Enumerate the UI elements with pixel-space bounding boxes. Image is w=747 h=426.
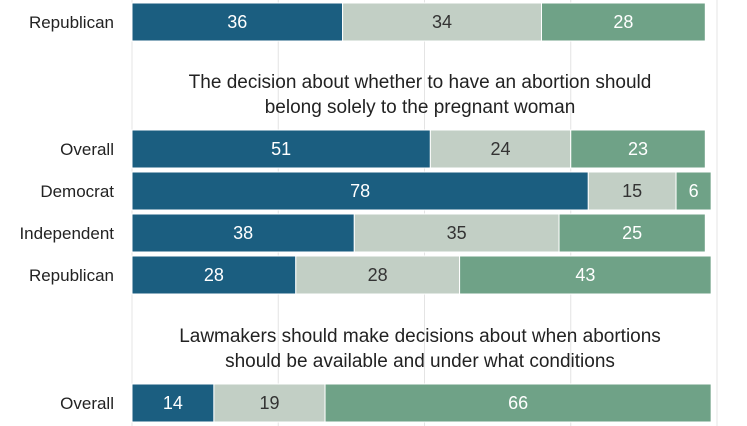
data-label: 51 [271, 139, 291, 159]
data-label: 24 [491, 139, 511, 159]
bar-segment [541, 2, 706, 42]
data-label: 38 [233, 223, 253, 243]
data-label: 35 [447, 223, 467, 243]
category-label: Democrat [40, 182, 114, 201]
bar-segment [131, 383, 215, 423]
bar-segment [558, 213, 706, 253]
bar-row: Republican 36 34 28 [29, 2, 706, 42]
data-label: 78 [350, 181, 370, 201]
bar-segment [324, 383, 712, 423]
panel-2: The decision about whether to have an ab… [19, 72, 712, 295]
bar-segment [131, 2, 344, 42]
data-label: 28 [204, 265, 224, 285]
data-label: 28 [368, 265, 388, 285]
category-label: Overall [60, 394, 114, 413]
bar-segment [131, 255, 297, 295]
data-label: 23 [628, 139, 648, 159]
bar-segment [570, 129, 706, 169]
panel-title-line: Lawmakers should make decisions about wh… [179, 326, 661, 347]
bar-segment [213, 383, 326, 423]
bar-row: Democrat 78 15 6 [40, 171, 712, 211]
data-label: 14 [163, 393, 183, 413]
bar-row: Overall 14 19 66 [60, 383, 712, 423]
data-label: 43 [575, 265, 595, 285]
bar-segment [131, 171, 589, 211]
panel-title-line: should be available and under what condi… [225, 351, 615, 372]
bar-row: Independent 38 35 25 [19, 213, 706, 253]
panel-1: Republican 36 34 28 [29, 2, 706, 42]
bar-segment [342, 2, 542, 42]
data-label: 6 [689, 181, 699, 201]
panel-3: Lawmakers should make decisions about wh… [60, 326, 712, 423]
panel-title-line: belong solely to the pregnant woman [265, 97, 576, 118]
data-label: 34 [432, 12, 452, 32]
data-label: 66 [508, 393, 528, 413]
category-label: Republican [29, 266, 114, 285]
category-label: Independent [19, 224, 114, 243]
bar-segment [131, 129, 431, 169]
bar-segment [429, 129, 572, 169]
data-label: 36 [227, 12, 247, 32]
bar-row: Overall 51 24 23 [60, 129, 706, 169]
category-label: Overall [60, 140, 114, 159]
data-label: 15 [622, 181, 642, 201]
panel-title-line: The decision about whether to have an ab… [189, 72, 652, 93]
category-label: Republican [29, 13, 114, 32]
bar-segment [675, 171, 712, 211]
bar-segment [459, 255, 712, 295]
bar-row: Republican 28 28 43 [29, 255, 712, 295]
data-label: 28 [613, 12, 633, 32]
gridlines [131, 0, 718, 426]
bar-segment [353, 213, 560, 253]
data-label: 25 [622, 223, 642, 243]
data-label: 19 [259, 393, 279, 413]
